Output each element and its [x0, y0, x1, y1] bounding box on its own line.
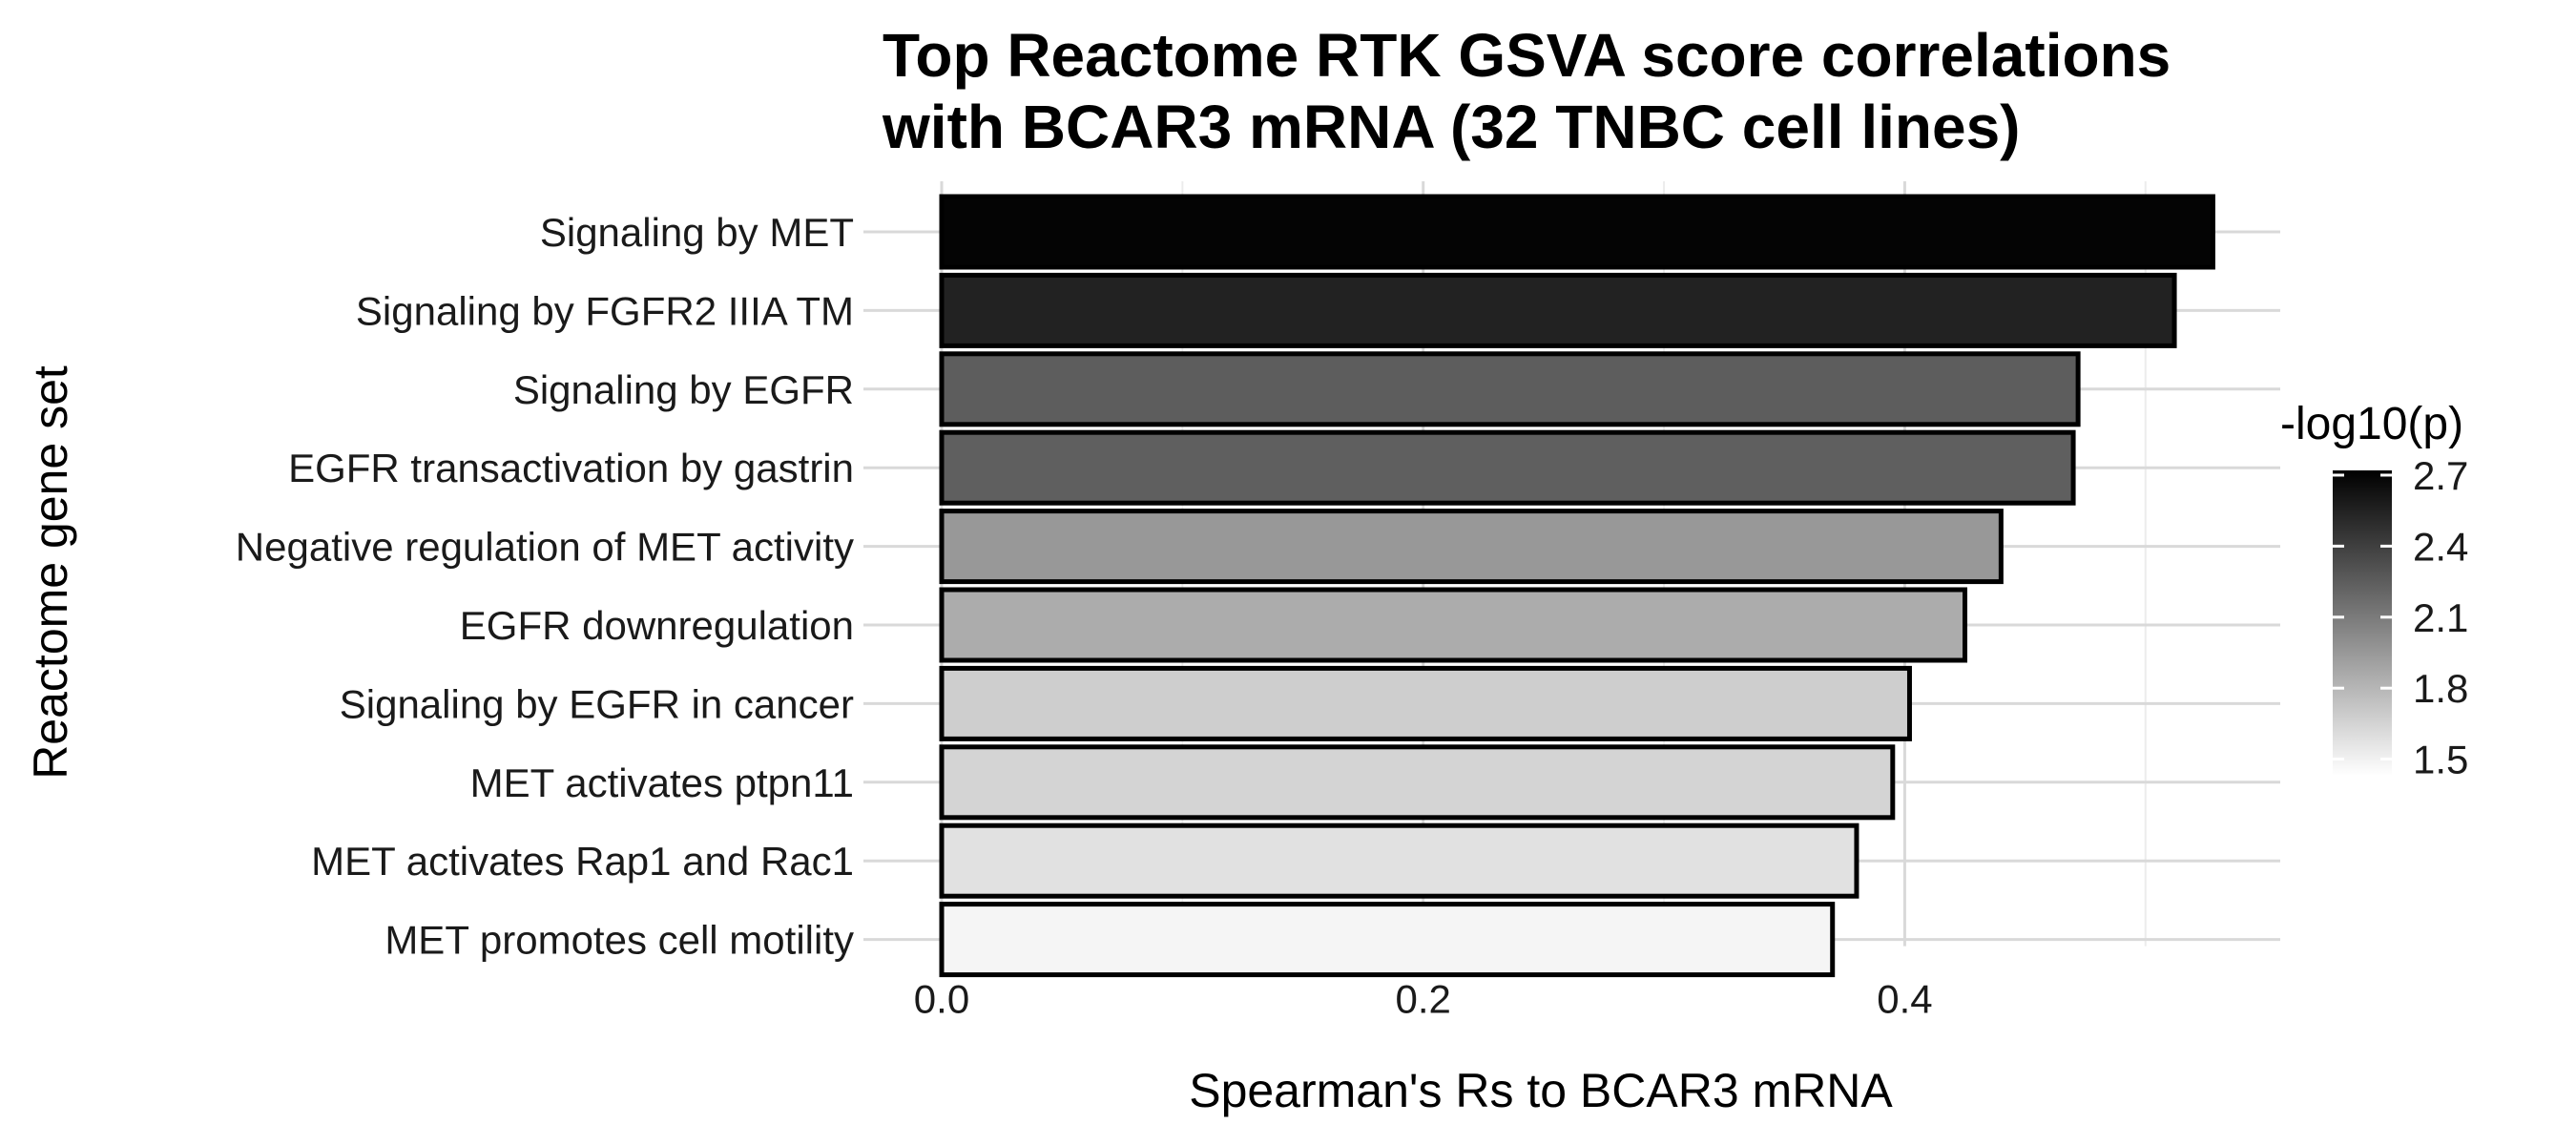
x-tick-label-0: 0.0	[914, 977, 969, 1022]
x-tick-label-1: 0.2	[1396, 977, 1451, 1022]
legend-tick-label-3: 1.8	[2413, 666, 2468, 711]
legend-tick-label-1: 2.4	[2413, 524, 2468, 569]
bar-6	[939, 665, 1912, 741]
chart-title-line-1: Top Reactome RTK GSVA score correlations	[883, 21, 2171, 90]
x-tick-labels: 0.0 0.2 0.4	[914, 977, 1933, 1022]
y-tick-label-6: Signaling by EGFR in cancer	[340, 681, 854, 726]
y-tick-label-2: Signaling by EGFR	[513, 367, 854, 412]
bar-2	[939, 351, 2081, 427]
y-tick-label-7: MET activates ptpn11	[470, 760, 854, 805]
legend: -log10(p) 2.7 2.4 2.1 1.8 1.5	[2280, 399, 2468, 782]
bar-1	[939, 272, 2177, 348]
y-tick-label-5: EGFR downregulation	[460, 603, 854, 648]
x-axis-title: Spearman's Rs to BCAR3 mRNA	[1189, 1064, 1893, 1117]
legend-colorbar	[2333, 470, 2392, 776]
y-axis-title: Reactome gene set	[24, 365, 77, 780]
bar-4	[939, 509, 2004, 585]
y-tick-labels: Signaling by MET Signaling by FGFR2 IIIA …	[236, 210, 854, 963]
y-tick-label-3: EGFR transactivation by gastrin	[288, 446, 854, 490]
chart-title-line-2: with BCAR3 mRNA (32 TNBC cell lines)	[882, 93, 2020, 161]
legend-tick-label-4: 1.5	[2413, 738, 2468, 782]
legend-tick-label-2: 2.1	[2413, 595, 2468, 640]
y-tick-label-9: MET promotes cell motility	[384, 918, 854, 963]
bar-8	[939, 822, 1859, 899]
legend-tick-label-0: 2.7	[2413, 453, 2468, 498]
legend-title: -log10(p)	[2280, 399, 2463, 449]
bar-9	[939, 902, 1836, 978]
bars	[939, 194, 2215, 978]
bar-5	[939, 587, 1968, 663]
bar-7	[939, 744, 1896, 821]
bar-0	[939, 194, 2215, 270]
y-tick-label-1: Signaling by FGFR2 IIIA TM	[356, 288, 854, 333]
y-tick-label-4: Negative regulation of MET activity	[236, 525, 854, 570]
chart-title: Top Reactome RTK GSVA score correlations…	[882, 21, 2171, 161]
y-tick-label-0: Signaling by MET	[540, 210, 854, 255]
y-tick-label-8: MET activates Rap1 and Rac1	[311, 839, 854, 884]
bar-3	[939, 429, 2076, 506]
x-tick-label-2: 0.4	[1877, 977, 1932, 1022]
